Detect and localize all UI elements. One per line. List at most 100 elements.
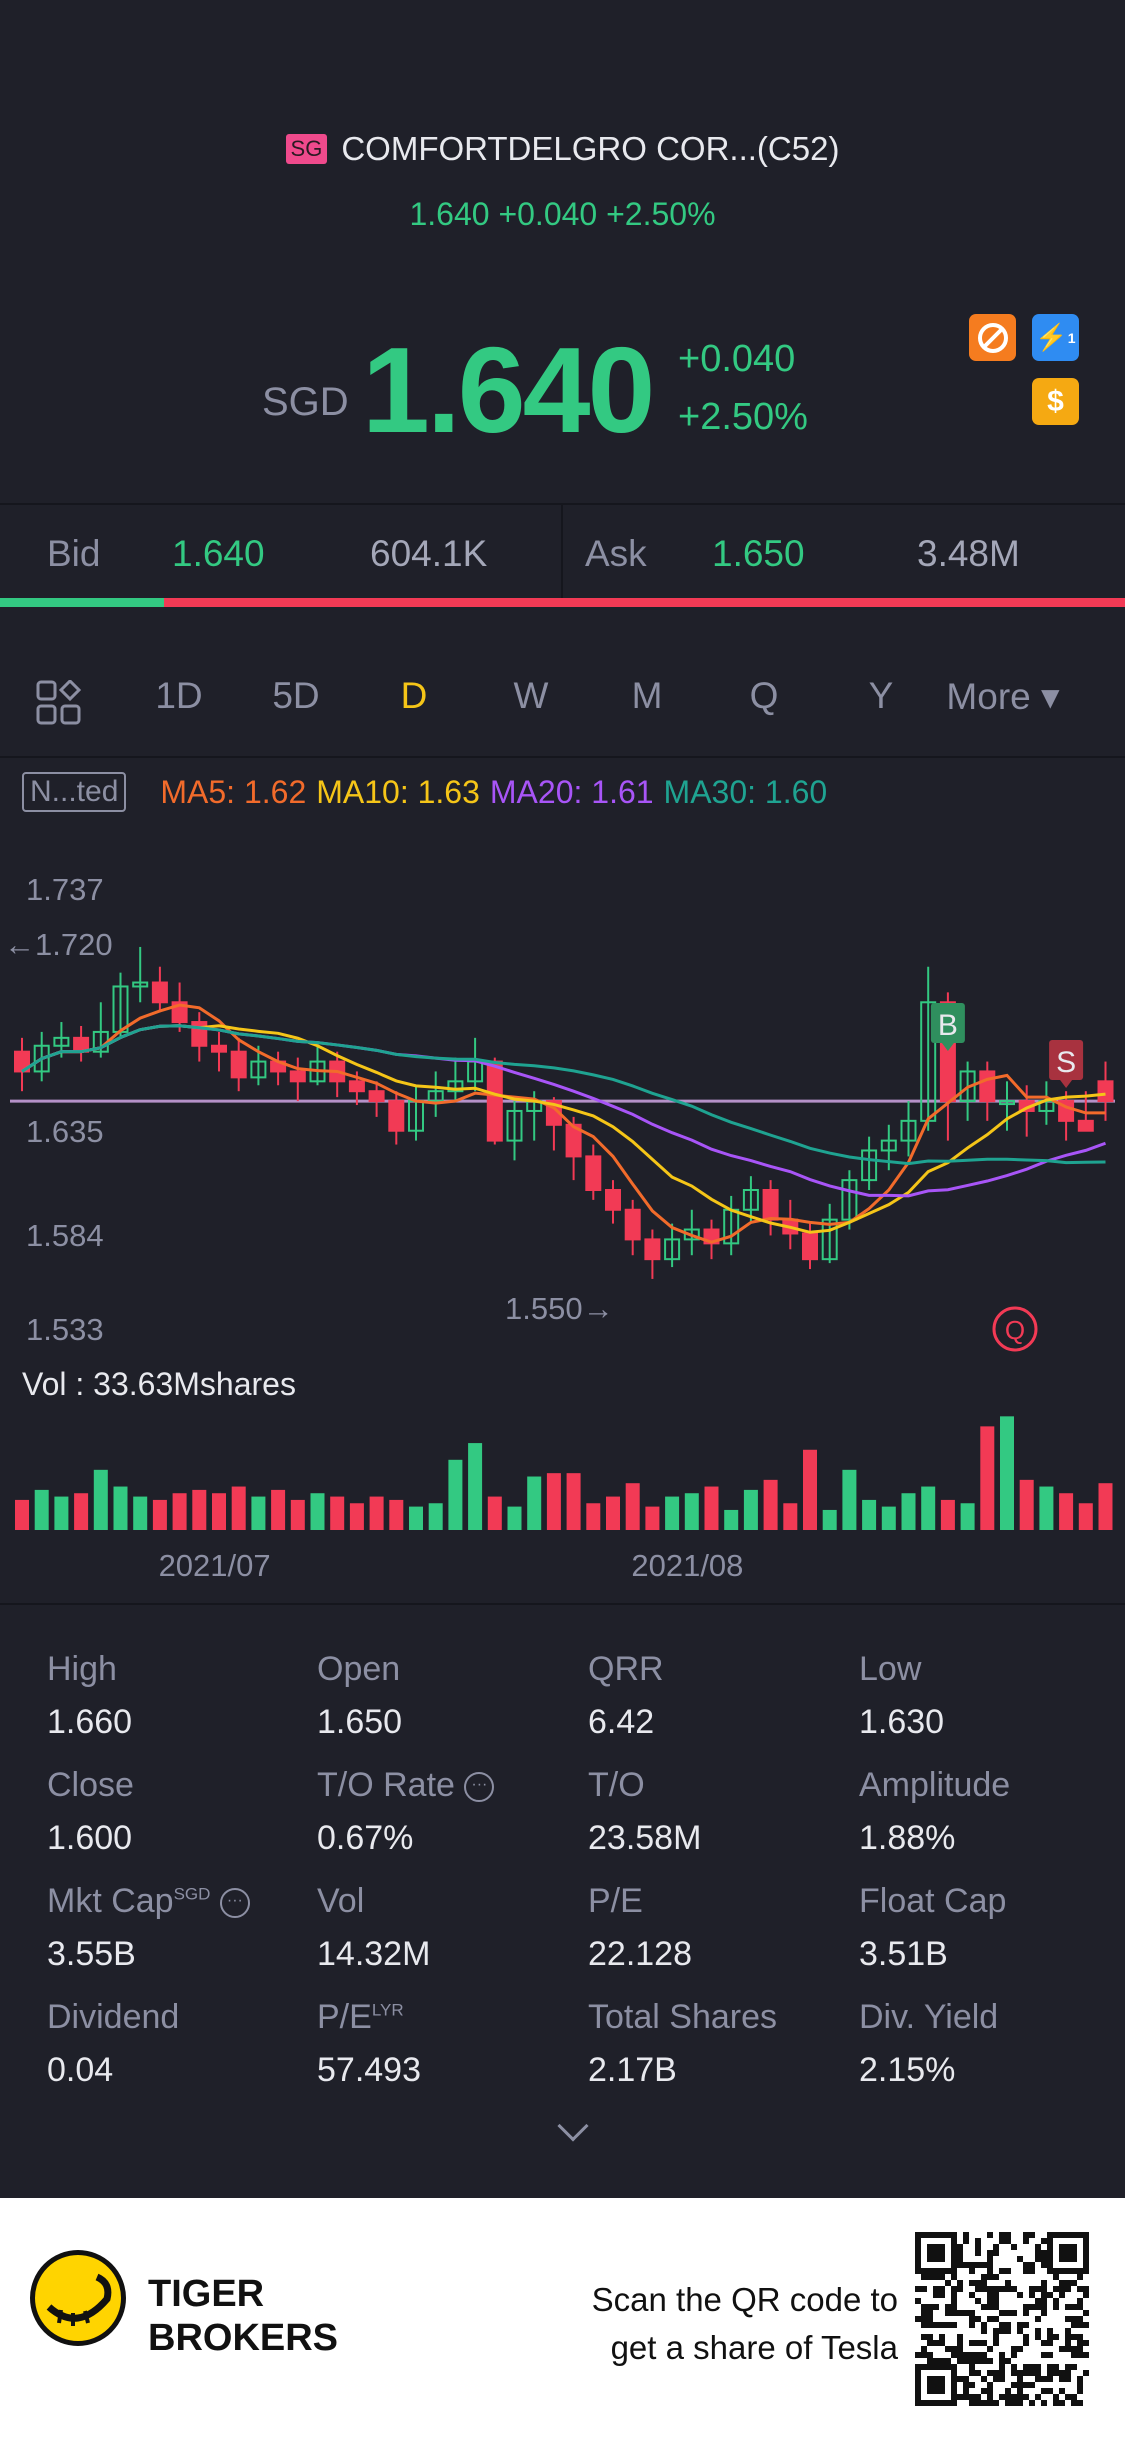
expand-chevron-icon[interactable]: [557, 2110, 589, 2142]
candle-body: [151, 981, 168, 1004]
candle-body: [959, 1070, 976, 1103]
stat-high: High 1.660: [47, 1650, 132, 1742]
candle-body: [368, 1090, 385, 1103]
q-icon: [992, 1306, 1038, 1352]
bid-ratio-fill: [0, 598, 165, 607]
volume-bar: [152, 1499, 167, 1530]
stat-divyield: Div. Yield 2.15%: [859, 1998, 998, 2090]
stat-value: 2.15%: [859, 2051, 956, 2089]
stock-title: SG COMFORTDELGRO COR...(C52): [0, 130, 1125, 168]
bid-size: 604.1K: [370, 533, 488, 574]
stat-value: 1.600: [47, 1819, 133, 1857]
volume-bar: [349, 1503, 364, 1530]
volume-bar: [93, 1469, 108, 1530]
volume-bar: [428, 1503, 443, 1530]
volume-bar: [960, 1503, 975, 1530]
volume-bar: [625, 1483, 640, 1530]
tab-y[interactable]: Y: [868, 675, 894, 716]
candle-body: [821, 1218, 838, 1261]
stat-value: 1.630: [859, 1703, 945, 1741]
candle-body: [230, 1050, 247, 1079]
candle-body: [486, 1060, 503, 1142]
candle-body: [211, 1044, 227, 1053]
indicator-selector[interactable]: N...ted: [22, 772, 127, 812]
qr-code: [915, 2232, 1089, 2406]
candle-body: [762, 1189, 779, 1221]
stat-unit: LYR: [371, 2000, 404, 2020]
stat-value: 22.128: [588, 1935, 692, 1973]
volume-bar: [921, 1486, 936, 1530]
stat-totalshares: Total Shares 2.17B: [588, 1998, 777, 2090]
tab-more[interactable]: More ▾: [946, 676, 1060, 717]
trade-marker: [930, 1003, 965, 1043]
layout-grid-icon[interactable]: [36, 678, 82, 735]
candle-body: [999, 1100, 1015, 1106]
tab-5d[interactable]: 5D: [272, 675, 320, 716]
volume-bar: [1078, 1503, 1093, 1530]
info-icon[interactable]: ···: [219, 1888, 250, 1919]
candle-body: [348, 1080, 365, 1093]
scan-text: Scan the QR code to get a share of Tesla: [592, 2276, 898, 2372]
no-short-icon[interactable]: [969, 314, 1016, 361]
tab-m[interactable]: M: [631, 675, 663, 716]
volume-bar: [133, 1496, 148, 1530]
stat-label: Div. Yield: [859, 1998, 999, 2036]
scan-line: get a share of Tesla: [610, 2329, 898, 2366]
stat-pe: P/E 22.128: [588, 1882, 692, 1974]
tab-d[interactable]: D: [400, 675, 428, 716]
volume-bar: [231, 1486, 246, 1530]
stat-open: Open 1.650: [317, 1650, 402, 1742]
bid-price: 1.640: [172, 533, 265, 574]
stat-value: 0.67%: [317, 1819, 414, 1857]
candle-body: [664, 1238, 681, 1261]
stat-value: 3.55B: [47, 1935, 136, 1973]
candle-body: [447, 1080, 464, 1093]
volume-bar: [54, 1496, 69, 1530]
stat-value: 1.660: [47, 1703, 133, 1741]
volume-bar: [783, 1503, 798, 1530]
period-tabs: 1D 5D D W M Q Y More ▾: [0, 660, 1125, 758]
volume-bar: [1098, 1483, 1113, 1530]
trade-marker: [1049, 1040, 1084, 1080]
volume-bar: [803, 1449, 817, 1530]
tab-1d[interactable]: 1D: [155, 675, 203, 716]
candle-body: [644, 1238, 661, 1261]
candle-body: [802, 1232, 818, 1261]
ma-legend: N...ted MA5: 1.62 MA10: 1.63 MA20: 1.61 MA3…: [22, 772, 827, 812]
volume-bar: [586, 1503, 601, 1530]
info-icon[interactable]: ···: [464, 1772, 495, 1803]
stat-label: Amplitude: [859, 1766, 1011, 1804]
candlestick-chart[interactable]: ←1.720 1.550→ B S Q: [0, 840, 1125, 1540]
tab-q[interactable]: Q: [749, 675, 779, 716]
volume-bar: [842, 1469, 857, 1530]
candle-body: [53, 1036, 70, 1047]
volume-bar: [527, 1476, 542, 1530]
stat-label: Mkt Cap: [47, 1882, 174, 1920]
tab-w[interactable]: W: [513, 675, 549, 716]
stat-value: 1.88%: [859, 1819, 956, 1857]
stat-label: Vol: [317, 1882, 365, 1920]
volume-bar: [251, 1496, 266, 1530]
volume-bar: [546, 1473, 561, 1530]
stat-value: 23.58M: [588, 1819, 702, 1857]
stat-amplitude: Amplitude 1.88%: [859, 1766, 1010, 1858]
change-percent: +2.50%: [678, 396, 808, 438]
volume-bar: [1019, 1479, 1034, 1530]
x-tick: 2021/08: [631, 1548, 744, 1583]
stat-to: T/O 23.58M: [588, 1766, 701, 1858]
lightning-icon[interactable]: ⚡ 1: [1032, 314, 1079, 361]
ma-legend-item: MA5: 1.62: [160, 773, 307, 810]
candle-body: [250, 1060, 267, 1079]
dollar-icon[interactable]: $: [1032, 378, 1079, 425]
stat-value: 6.42: [588, 1703, 655, 1741]
volume-bar: [172, 1493, 187, 1530]
volume-bar: [74, 1493, 89, 1530]
volume-bar: [15, 1499, 29, 1530]
stat-value: 2.17B: [588, 2051, 677, 2089]
ma-legend-item: MA10: 1.63: [316, 773, 480, 810]
footer-banner: [0, 2198, 1125, 2440]
stat-torate: T/O Rate ··· 0.67%: [317, 1766, 495, 1858]
low-annotation: 1.550→: [505, 1291, 614, 1326]
stat-unit: SGD: [173, 1884, 211, 1904]
candle-body: [132, 981, 149, 988]
